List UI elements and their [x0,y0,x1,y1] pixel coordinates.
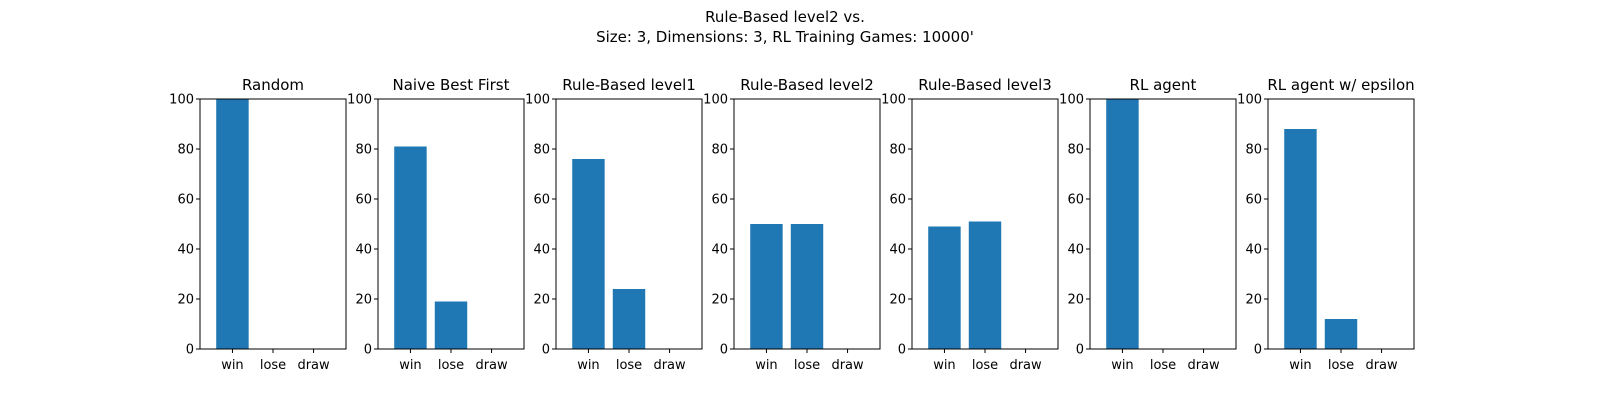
bar-lose [612,289,646,349]
y-tick-label: 0 [364,343,372,358]
y-tick-label: 80 [533,143,550,158]
x-tick-label: lose [438,358,464,373]
y-tick-label: 80 [889,143,906,158]
y-tick-label: 60 [533,193,550,208]
y-tick-label: 0 [720,343,728,358]
subplot: Rule-Based level1 0 20 40 60 80 100 win lose draw [525,76,703,373]
y-tick-label: 100 [1237,93,1262,108]
x-tick-label: lose [1150,358,1176,373]
y-tick-label: 100 [347,93,372,108]
x-tick-label: lose [1328,358,1354,373]
y-tick-label: 80 [711,143,728,158]
y-tick-label: 0 [898,343,906,358]
x-tick-label: win [221,358,243,373]
bar-lose [790,224,824,349]
y-tick-label: 60 [355,193,372,208]
y-tick-label: 40 [1245,243,1262,258]
y-tick-label: 100 [881,93,906,108]
x-tick-label: win [399,358,421,373]
x-tick-label: lose [616,358,642,373]
x-tick-label: draw [1187,358,1220,373]
x-tick-label: draw [1365,358,1398,373]
y-tick-label: 40 [177,243,194,258]
y-tick-label: 20 [711,293,728,308]
bar-win [394,146,427,349]
x-tick-label: win [933,358,955,373]
y-tick-label: 60 [1245,193,1262,208]
y-tick-label: 20 [533,293,550,308]
y-tick-label: 80 [177,143,194,158]
subplot-title: Naive Best First [392,76,509,94]
y-tick-label: 40 [711,243,728,258]
bar-win [928,226,961,349]
y-tick-label: 80 [1067,143,1084,158]
subplot: RL agent w/ epsilon 0 20 40 60 80 100 win lose dr… [1237,76,1414,373]
x-tick-label: draw [831,358,864,373]
x-tick-label: draw [475,358,508,373]
y-tick-label: 100 [525,93,550,108]
x-tick-label: draw [1009,358,1042,373]
y-tick-label: 20 [177,293,194,308]
x-tick-label: draw [653,358,686,373]
bar-lose [968,221,1002,349]
y-tick-label: 20 [1067,293,1084,308]
x-tick-label: win [1289,358,1311,373]
y-tick-label: 60 [177,193,194,208]
x-tick-label: lose [972,358,998,373]
bar-win [572,159,605,349]
y-tick-label: 40 [1067,243,1084,258]
subplot: Random 0 20 40 60 80 100 win lose draw [169,76,347,373]
bar-win [216,99,249,349]
subplot-title: Rule-Based level2 [740,76,874,94]
bar-win [750,224,783,349]
y-tick-label: 100 [703,93,728,108]
subplot-title: Rule-Based level1 [562,76,696,94]
bar-lose [434,301,468,349]
y-tick-label: 40 [889,243,906,258]
y-tick-label: 0 [186,343,194,358]
y-tick-label: 20 [889,293,906,308]
y-tick-label: 80 [355,143,372,158]
y-tick-label: 60 [889,193,906,208]
x-tick-label: draw [297,358,330,373]
figure-title-line1: Rule-Based level2 vs. [705,8,865,26]
subplot-title: Random [242,76,304,94]
subplot-title: Rule-Based level3 [918,76,1052,94]
x-tick-label: lose [260,358,286,373]
x-tick-label: lose [794,358,820,373]
bar-win [1106,99,1139,349]
subplot: RL agent 0 20 40 60 80 100 win lose draw [1059,76,1237,373]
subplot: Rule-Based level3 0 20 40 60 80 100 win lose draw [881,76,1059,373]
y-tick-label: 40 [533,243,550,258]
y-tick-label: 100 [169,93,194,108]
subplot-title: RL agent [1130,76,1197,94]
subplot: Naive Best First 0 20 40 60 80 100 win lose draw [347,76,525,373]
subplot: Rule-Based level2 0 20 40 60 80 100 win lose draw [703,76,881,373]
bar-win [1284,129,1317,349]
y-tick-label: 0 [542,343,550,358]
y-tick-label: 0 [1076,343,1084,358]
y-tick-label: 20 [355,293,372,308]
y-tick-label: 80 [1245,143,1262,158]
y-tick-label: 0 [1254,343,1262,358]
y-tick-label: 60 [711,193,728,208]
x-tick-label: win [577,358,599,373]
x-tick-label: win [755,358,777,373]
y-tick-label: 60 [1067,193,1084,208]
y-tick-label: 40 [355,243,372,258]
subplot-title: RL agent w/ epsilon [1267,76,1414,94]
y-tick-label: 20 [1245,293,1262,308]
bar-lose [1324,319,1358,349]
x-tick-label: win [1111,358,1133,373]
y-tick-label: 100 [1059,93,1084,108]
figure-title-line2: Size: 3, Dimensions: 3, RL Training Game… [596,28,974,46]
